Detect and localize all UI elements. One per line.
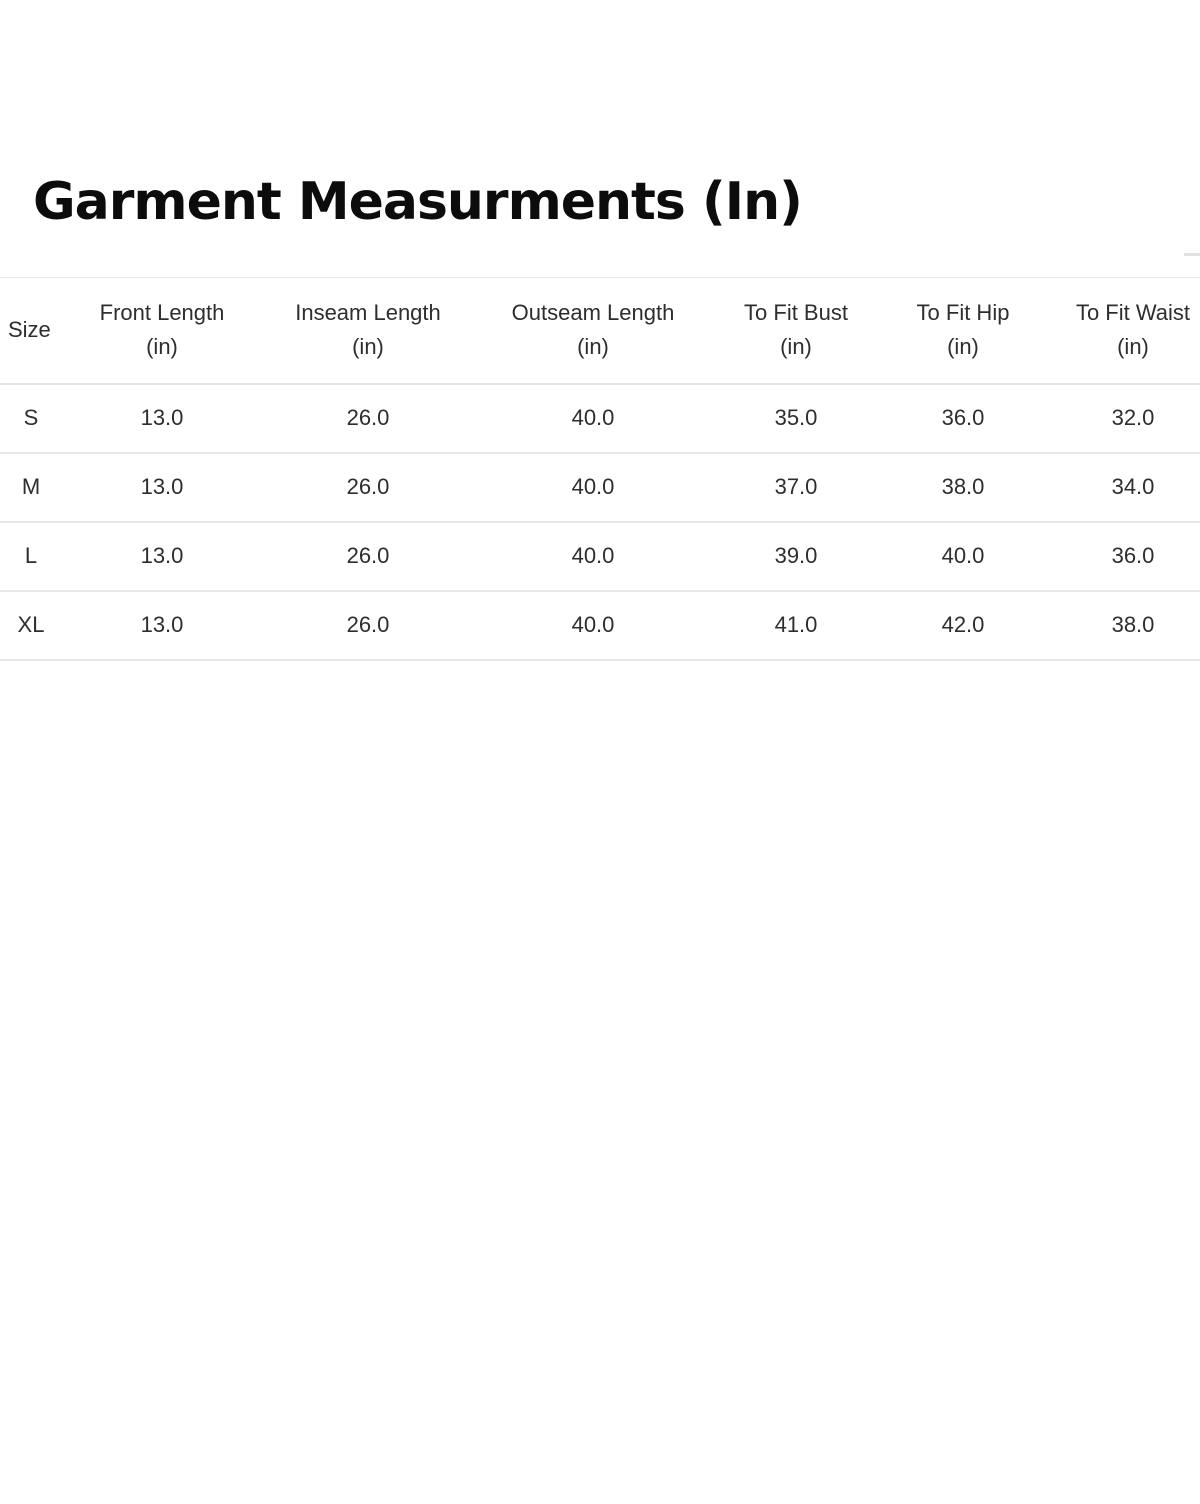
column-unit: (in) (352, 334, 384, 360)
size-cell: XL (17, 612, 45, 637)
to-fit-waist-cell: 38.0 (1111, 612, 1155, 637)
size-chart-container: Size Front Length (in) Inseam Length (in… (0, 277, 1200, 661)
to-fit-bust-cell: 37.0 (774, 474, 818, 499)
outseam-length-cell: 40.0 (571, 474, 615, 499)
to-fit-hip-cell: 38.0 (941, 474, 985, 499)
column-label: Size (8, 317, 51, 343)
size-cell: L (24, 543, 38, 568)
column-header-outseam-length: Outseam Length (in) (474, 278, 712, 384)
inseam-length-cell: 26.0 (346, 474, 390, 499)
size-cell: S (23, 405, 39, 430)
outseam-length-cell: 40.0 (571, 405, 615, 430)
column-unit: (in) (577, 334, 609, 360)
to-fit-hip-cell: 36.0 (941, 405, 985, 430)
to-fit-waist-cell: 32.0 (1111, 405, 1155, 430)
outseam-length-cell: 40.0 (571, 612, 615, 637)
column-unit: (in) (1117, 334, 1149, 360)
column-unit: (in) (780, 334, 812, 360)
front-length-cell: 13.0 (140, 405, 184, 430)
size-cell: M (21, 474, 41, 499)
front-length-cell: 13.0 (140, 474, 184, 499)
to-fit-bust-cell: 41.0 (774, 612, 818, 637)
page-title: Garment Measurments (In) (33, 172, 803, 232)
to-fit-waist-cell: 34.0 (1111, 474, 1155, 499)
column-unit: (in) (947, 334, 979, 360)
inseam-length-cell: 26.0 (346, 405, 390, 430)
column-unit: (in) (146, 334, 178, 360)
column-label: Inseam Length (295, 300, 441, 326)
outseam-length-cell: 40.0 (571, 543, 615, 568)
table-row-size-s: S 13.0 26.0 40.0 35.0 36.0 32.0 (0, 384, 1200, 453)
front-length-cell: 13.0 (140, 543, 184, 568)
front-length-cell: 13.0 (140, 612, 184, 637)
to-fit-hip-cell: 40.0 (941, 543, 985, 568)
table-row-size-l: L 13.0 26.0 40.0 39.0 40.0 36.0 (0, 522, 1200, 591)
inseam-length-cell: 26.0 (346, 543, 390, 568)
header-row: Size Front Length (in) Inseam Length (in… (0, 277, 1200, 384)
column-header-size: Size (0, 278, 62, 384)
column-header-to-fit-waist: To Fit Waist (in) (1046, 278, 1200, 384)
size-chart-table: Size Front Length (in) Inseam Length (in… (0, 277, 1200, 661)
column-label: To Fit Hip (916, 300, 1010, 326)
to-fit-bust-cell: 35.0 (774, 405, 818, 430)
table-row-size-xl: XL 13.0 26.0 40.0 41.0 42.0 38.0 (0, 591, 1200, 660)
to-fit-bust-cell: 39.0 (774, 543, 818, 568)
table-row-size-m: M 13.0 26.0 40.0 37.0 38.0 34.0 (0, 453, 1200, 522)
scroll-track-fragment (1184, 253, 1200, 256)
column-label: To Fit Bust (744, 300, 848, 326)
column-label: Front Length (99, 300, 225, 326)
column-label: To Fit Waist (1075, 300, 1191, 326)
to-fit-waist-cell: 36.0 (1111, 543, 1155, 568)
column-header-inseam-length: Inseam Length (in) (262, 278, 474, 384)
column-label: Outseam Length (511, 300, 675, 326)
column-header-to-fit-bust: To Fit Bust (in) (712, 278, 880, 384)
inseam-length-cell: 26.0 (346, 612, 390, 637)
column-header-front-length: Front Length (in) (62, 278, 262, 384)
column-header-to-fit-hip: To Fit Hip (in) (880, 278, 1046, 384)
to-fit-hip-cell: 42.0 (941, 612, 985, 637)
